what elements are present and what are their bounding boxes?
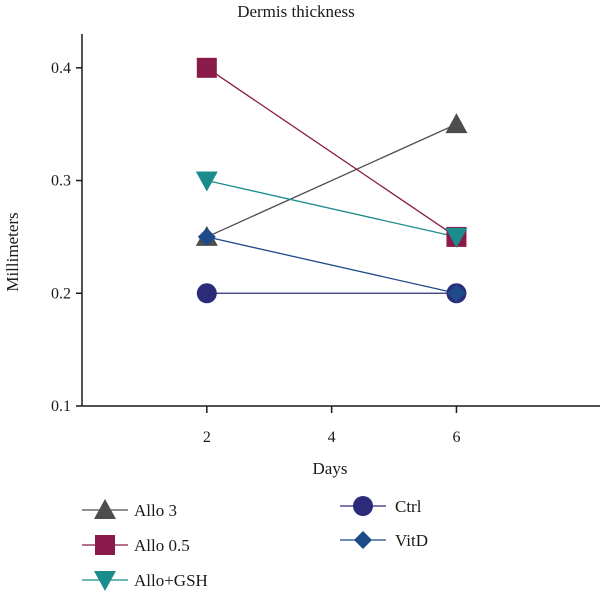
data-point [445, 227, 468, 248]
legend-marker [95, 535, 115, 555]
x-tick-label: 4 [328, 429, 336, 446]
legend-item: Allo 3 [82, 499, 177, 520]
data-point [447, 284, 466, 303]
data-point [445, 113, 468, 134]
data-point [196, 283, 217, 304]
data-point [195, 171, 218, 192]
legend-item: Allo+GSH [82, 571, 208, 591]
y-tick-label: 0.4 [51, 60, 71, 77]
series-line [206, 67, 457, 238]
legend-label: VitD [395, 531, 428, 550]
y-tick-label: 0.1 [51, 398, 71, 415]
legend-marker [353, 496, 373, 516]
series-line [206, 179, 457, 238]
series-layer [195, 57, 468, 304]
x-tick-label: 2 [203, 429, 211, 446]
legend-item: VitD [340, 531, 428, 550]
series-line [206, 236, 457, 294]
y-tick-label: 0.3 [51, 173, 71, 190]
legend-item: Ctrl [340, 496, 422, 516]
legend-marker [94, 499, 116, 519]
data-point [196, 57, 217, 78]
chart-title: Dermis thickness [237, 2, 355, 21]
legend-label: Allo 3 [134, 501, 177, 520]
x-axis-label: Days [313, 459, 348, 478]
legend-label: Ctrl [395, 497, 422, 516]
legend-marker [94, 571, 116, 591]
legend-label: Allo 0.5 [134, 536, 190, 555]
x-tick-label: 6 [452, 429, 460, 446]
data-point [197, 227, 216, 246]
y-axis-label: Millimeters [3, 212, 22, 291]
legend: Allo 3 Allo 0.5 Allo+GSH Ctrl VitD [82, 496, 428, 591]
legend-marker [354, 531, 372, 549]
legend-label: Allo+GSH [134, 571, 208, 590]
series-line [206, 123, 457, 238]
axes: 0.1 0.2 0.3 0.4 2 4 6 [51, 34, 600, 446]
y-tick-label: 0.2 [51, 285, 71, 302]
legend-item: Allo 0.5 [82, 535, 190, 555]
